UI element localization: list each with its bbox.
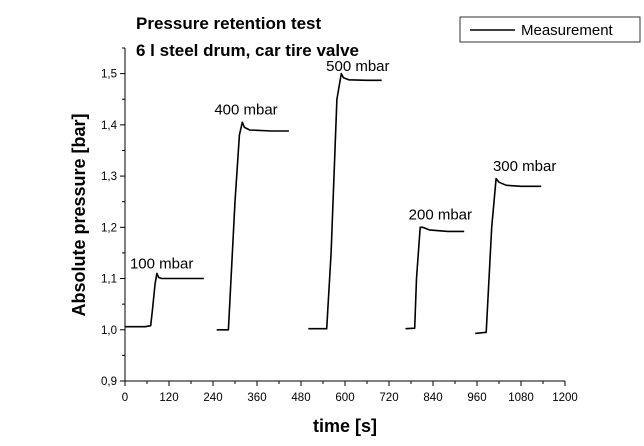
x-tick-label: 0 (122, 392, 128, 404)
legend-label-measurement: Measurement (521, 22, 614, 39)
x-tick-label: 840 (423, 392, 442, 404)
y-axis-ticks: 0,9 1,0 1,1 1,2 1,3 1,4 1,5 (101, 47, 125, 388)
step-annotation: 200 mbar (409, 207, 472, 224)
series-segment (405, 226, 465, 330)
y-axis-title: Absolute pressure [bar] (69, 113, 89, 316)
series-segment (308, 72, 382, 330)
x-tick-label: 600 (335, 392, 354, 404)
pressure-step-annotations: 100 mbar 400 mbar 500 mbar 200 mbar 300 mbar (130, 58, 556, 272)
x-tick-label: 480 (291, 392, 310, 404)
x-tick-label: 360 (247, 392, 266, 404)
x-axis-title: time [s] (313, 416, 377, 436)
x-tick-label: 240 (203, 392, 222, 404)
x-tick-label: 1080 (508, 392, 534, 404)
x-tick-label: 720 (379, 392, 398, 404)
series-measurement (125, 72, 542, 335)
x-tick-label: 1200 (552, 392, 578, 404)
step-annotation: 400 mbar (214, 102, 277, 119)
y-tick-label: 1,3 (101, 171, 117, 183)
series-segment (475, 177, 542, 335)
chart-title-line-1: Pressure retention test (136, 14, 322, 33)
step-annotation: 100 mbar (130, 255, 193, 272)
y-tick-label: 1,1 (101, 274, 117, 286)
x-axis-ticks: 0 120 240 360 480 600 720 840 960 1080 1200 (122, 381, 578, 404)
series-segment (125, 272, 204, 328)
chart-title-line-2: 6 l steel drum, car tire valve (136, 41, 359, 60)
y-tick-label: 1,5 (101, 69, 117, 81)
series-segment (216, 121, 289, 331)
y-tick-label: 1,2 (101, 222, 117, 234)
x-tick-label: 960 (467, 392, 486, 404)
y-tick-label: 1,0 (101, 325, 117, 337)
y-tick-label: 1,4 (101, 120, 118, 132)
y-tick-label: 0,9 (101, 376, 117, 388)
legend: Measurement (459, 16, 641, 43)
step-annotation: 300 mbar (493, 158, 556, 175)
x-tick-label: 120 (159, 392, 178, 404)
step-annotation: 500 mbar (326, 58, 389, 75)
